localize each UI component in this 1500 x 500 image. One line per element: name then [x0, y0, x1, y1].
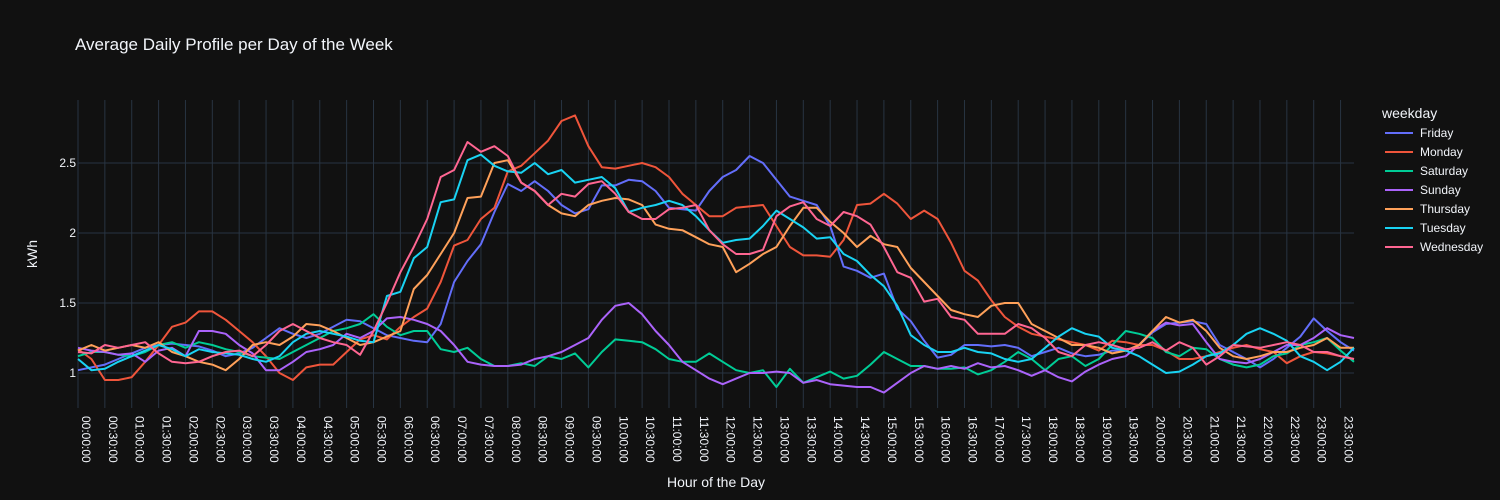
x-tick-label: 04:30:00: [321, 416, 335, 463]
x-tick-label: 15:00:00: [885, 416, 899, 463]
x-tick-label: 21:00:00: [1207, 416, 1221, 463]
x-tick-label: 14:30:00: [858, 416, 872, 463]
x-tick-label: 05:30:00: [374, 416, 388, 463]
legend-items: Friday Monday Saturday Sunday Thursday Tuesda…: [1385, 126, 1483, 254]
x-tick-label: 12:00:00: [724, 416, 738, 463]
x-tick-label: 04:00:00: [294, 416, 308, 463]
x-tick-label: 11:30:00: [697, 416, 711, 462]
x-tick-label: 12:30:00: [751, 416, 765, 463]
series-line-monday: [77, 114, 1355, 381]
x-tick-label: 09:30:00: [589, 416, 603, 463]
x-tick-label: 06:30:00: [428, 416, 442, 463]
x-tick-label: 11:00:00: [670, 416, 684, 462]
x-tick-label: 10:00:00: [616, 416, 630, 463]
x-tick-label: 16:00:00: [939, 416, 953, 463]
x-tick-label: 17:30:00: [1019, 416, 1033, 463]
x-tick-label: 19:00:00: [1100, 416, 1114, 463]
y-axis-ticks: 1 1.5 2 2.5: [59, 156, 76, 380]
x-tick-label: 19:30:00: [1127, 416, 1141, 463]
y-tick-label: 2: [69, 226, 76, 240]
x-tick-label: 18:30:00: [1073, 416, 1087, 463]
legend-label-thursday: Thursday: [1420, 202, 1470, 216]
legend-label-saturday: Saturday: [1420, 164, 1468, 178]
legend-label-wednesday: Wednesday: [1420, 240, 1483, 254]
x-tick-label: 00:00:00: [79, 416, 93, 463]
y-tick-label: 1: [69, 366, 76, 380]
legend-title: weekday: [1381, 105, 1437, 121]
x-tick-label: 17:00:00: [992, 416, 1006, 463]
x-tick-label: 03:30:00: [267, 416, 281, 463]
x-tick-label: 08:00:00: [509, 416, 523, 463]
legend-label-monday: Monday: [1420, 145, 1463, 159]
x-axis-ticks: 00:00:00 00:30:00 01:00:00 01:30:00 02:00:00…: [79, 416, 1356, 463]
series-line-thursday: [77, 159, 1354, 372]
x-tick-label: 01:30:00: [160, 416, 174, 463]
x-tick-label: 02:00:00: [186, 416, 200, 463]
x-tick-label: 21:30:00: [1234, 416, 1248, 463]
legend: weekday Friday Monday Saturday Sunday Thursd…: [1381, 105, 1483, 254]
y-tick-label: 2.5: [59, 156, 76, 170]
x-tick-label: 14:00:00: [831, 416, 845, 463]
x-tick-label: 09:00:00: [563, 416, 577, 463]
x-tick-label: 06:00:00: [401, 416, 415, 463]
x-tick-label: 18:00:00: [1046, 416, 1060, 463]
legend-label-friday: Friday: [1420, 126, 1453, 140]
x-tick-label: 10:30:00: [643, 416, 657, 463]
series-layer: [77, 114, 1355, 394]
y-tick-label: 1.5: [59, 296, 76, 310]
x-tick-label: 05:00:00: [348, 416, 362, 463]
x-tick-label: 22:30:00: [1288, 416, 1302, 463]
x-tick-label: 07:00:00: [455, 416, 469, 463]
x-tick-label: 16:30:00: [965, 416, 979, 463]
chart-title: Average Daily Profile per Day of the Wee…: [75, 35, 393, 54]
x-tick-label: 13:30:00: [804, 416, 818, 463]
series-line-wednesday: [77, 141, 1355, 366]
legend-label-tuesday: Tuesday: [1420, 221, 1466, 235]
x-axis-title: Hour of the Day: [667, 474, 765, 490]
x-tick-label: 01:00:00: [133, 416, 147, 463]
x-tick-label: 15:30:00: [912, 416, 926, 463]
x-tick-label: 03:00:00: [240, 416, 254, 463]
x-tick-label: 20:00:00: [1154, 416, 1168, 463]
x-tick-label: 02:30:00: [213, 416, 227, 463]
legend-label-sunday: Sunday: [1420, 183, 1461, 197]
x-tick-label: 00:30:00: [106, 416, 120, 463]
series-line-saturday: [77, 313, 1355, 388]
x-tick-label: 07:30:00: [482, 416, 496, 463]
x-tick-label: 20:30:00: [1180, 416, 1194, 463]
x-tick-label: 22:00:00: [1261, 416, 1275, 463]
x-tick-label: 13:00:00: [777, 416, 791, 463]
x-tick-label: 08:30:00: [536, 416, 550, 463]
y-axis-title: kWh: [24, 240, 40, 268]
x-tick-label: 23:30:00: [1342, 416, 1356, 463]
x-tick-label: 23:00:00: [1315, 416, 1329, 463]
